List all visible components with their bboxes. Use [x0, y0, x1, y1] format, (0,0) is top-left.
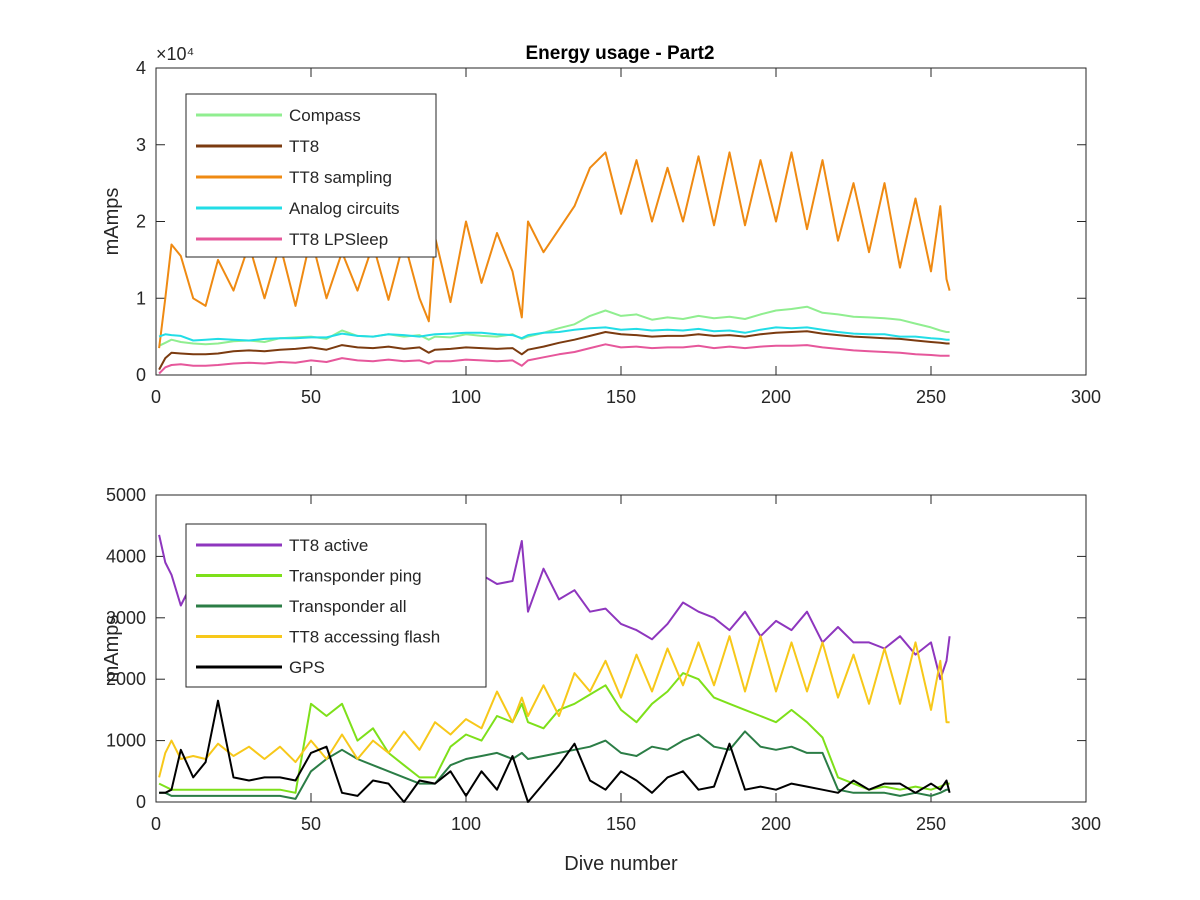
series-line-tt8-sampling — [158, 151, 951, 349]
top-y-tick-label: 1 — [136, 288, 146, 308]
legend-label-transponder-all: Transponder all — [289, 597, 407, 616]
legend-label-analog-circuits: Analog circuits — [289, 199, 400, 218]
bottom-subplot: 0 50 100 150 200 250 300010002000300040005000m… — [101, 485, 1101, 875]
series-line-transponder-ping — [158, 672, 950, 794]
top-subplot: 0 50 100 150 200 250 300 0 1 2 3 4 ×10⁴ mAmps Compass T… — [101, 44, 1101, 407]
legend-label-tt8: TT8 — [289, 137, 319, 156]
bottom-x-tick-label: 0 — [151, 814, 161, 834]
top-x-tick-label: 100 — [451, 387, 481, 407]
bottom-y-tick-label: 2000 — [106, 669, 146, 689]
legend-label-transponder-ping: Transponder ping — [289, 567, 422, 586]
legend-label-tt8-lpsleep: TT8 LPSleep — [289, 230, 388, 249]
legend-label-compass: Compass — [289, 106, 361, 125]
series-line-tt8 — [158, 330, 950, 371]
bottom-x-tick-label: 250 — [916, 814, 946, 834]
series-line-tt8-accessing-flash — [158, 635, 950, 778]
legend-label-tt8-sampling: TT8 sampling — [289, 168, 392, 187]
top-y-tick-label: 2 — [136, 212, 146, 232]
top-x-tick-label: 250 — [916, 387, 946, 407]
legend-label-gps: GPS — [289, 658, 325, 677]
series-line-tt8-lpsleep — [158, 343, 950, 375]
bottom-x-tick-label: 200 — [761, 814, 791, 834]
series-line-analog-circuits — [158, 326, 950, 342]
top-y-tick-label: 3 — [136, 135, 146, 155]
top-x-tick-label: 150 — [606, 387, 636, 407]
series-line-transponder-all — [159, 730, 950, 800]
legend-label-tt8-active: TT8 active — [289, 536, 368, 555]
bottom-x-axis-label: Dive number — [564, 853, 678, 875]
bottom-x-tick-label: 50 — [301, 814, 321, 834]
bottom-y-tick-label: 0 — [136, 792, 146, 812]
legend-label-tt8-accessing-flash: TT8 accessing flash — [289, 628, 440, 647]
top-x-tick-label: 0 — [151, 387, 161, 407]
top-y-exponent-label: ×10⁴ — [156, 44, 194, 64]
bottom-x-tick-label: 300 — [1071, 814, 1101, 834]
top-x-tick-label: 200 — [761, 387, 791, 407]
top-x-tick-label: 300 — [1071, 387, 1101, 407]
bottom-y-axis-label: mAmps — [101, 615, 123, 683]
bottom-y-tick-label: 1000 — [106, 731, 146, 751]
bottom-y-tick-label: 3000 — [106, 608, 146, 628]
bottom-y-tick-label: 5000 — [106, 485, 146, 505]
series-line-gps — [159, 699, 951, 803]
top-legend: Compass TT8 TT8 sampling Analog circuits TT8… — [185, 93, 437, 258]
top-y-tick-label: 0 — [136, 365, 146, 385]
bottom-legend: TT8 active Transponder ping Transponder al… — [185, 523, 487, 688]
top-x-tick-label: 50 — [301, 387, 321, 407]
top-y-tick-label: 4 — [136, 58, 146, 78]
bottom-x-tick-label: 100 — [451, 814, 481, 834]
bottom-y-tick-label: 4000 — [106, 546, 146, 566]
bottom-x-tick-label: 150 — [606, 814, 636, 834]
top-y-axis-label: mAmps — [101, 188, 123, 256]
figure-title: Energy usage - Part2 — [525, 43, 714, 64]
